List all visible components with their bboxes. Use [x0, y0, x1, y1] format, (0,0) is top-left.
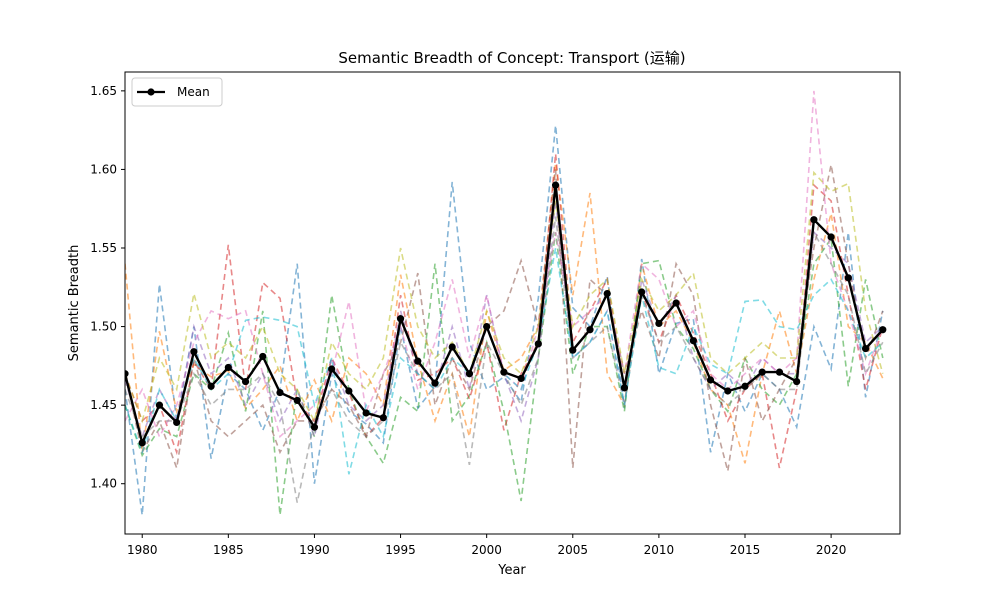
mean-point: [276, 388, 284, 397]
trial-series-line: [125, 90, 884, 439]
y-axis-label: Semantic Breadth: [67, 245, 82, 362]
y-tick-label: 1.60: [90, 162, 117, 176]
chart-title: Semantic Breadth of Concept: Transport (…: [338, 49, 685, 67]
mean-point: [655, 319, 663, 328]
plot-frame: [124, 71, 901, 535]
y-tick-label: 1.65: [90, 84, 117, 98]
mean-point: [586, 326, 594, 334]
mean-point: [328, 365, 336, 373]
mean-point: [310, 423, 319, 431]
mean-point: [500, 368, 508, 376]
series-layer: [125, 90, 887, 516]
mean-point: [259, 352, 267, 361]
mean-point: [190, 348, 198, 356]
mean-point: [741, 382, 749, 390]
x-tick-label: 1995: [385, 543, 416, 557]
mean-point: [689, 337, 697, 345]
trial-series-line: [125, 164, 884, 472]
mean-point: [362, 409, 370, 417]
mean-point: [638, 288, 646, 296]
y-tick-label: 1.50: [90, 320, 117, 334]
mean-point: [517, 374, 525, 383]
mean-point: [465, 370, 474, 378]
mean-point: [173, 418, 181, 427]
y-tick-label: 1.45: [90, 398, 117, 412]
trial-series-line: [125, 153, 884, 469]
mean-point: [483, 322, 491, 331]
mean-point: [396, 315, 405, 323]
series-group: [125, 90, 887, 516]
mean-point: [706, 376, 715, 384]
mean-point: [138, 439, 146, 447]
x-tick-label: 1990: [299, 543, 330, 557]
legend-label-mean: Mean: [177, 85, 210, 99]
mean-point: [241, 377, 250, 386]
mean-point: [551, 181, 560, 189]
mean-point: [603, 289, 611, 298]
mean-point: [379, 414, 387, 422]
mean-point: [724, 387, 732, 395]
x-tick-label: 1980: [127, 543, 158, 557]
trial-series-line: [125, 170, 884, 424]
mean-point: [569, 346, 577, 354]
axes-layer: 1980 1985 1990 1995 2000 2005 2010 2015 2020 1.40…: [90, 84, 846, 557]
y-tick-label: 1.40: [90, 477, 117, 491]
mean-point: [155, 401, 164, 409]
legend-marker-mean: [147, 88, 155, 96]
mean-point: [345, 387, 353, 395]
trial-series-line: [125, 162, 884, 464]
mean-point: [672, 299, 680, 307]
y-tick-label: 1.55: [90, 241, 117, 255]
x-tick-label: 1985: [213, 543, 244, 557]
x-tick-label: 2000: [471, 543, 502, 557]
mean-point: [224, 363, 232, 372]
mean-point: [293, 396, 301, 405]
mean-point: [827, 233, 835, 241]
mean-point: [879, 326, 887, 334]
mean-point: [534, 340, 542, 348]
mean-point: [125, 370, 129, 378]
mean-point: [758, 368, 766, 376]
mean-point: [620, 384, 629, 392]
mean-point: [844, 274, 852, 282]
x-tick-label: 2015: [730, 543, 761, 557]
x-tick-label: 2010: [644, 543, 675, 557]
mean-point: [448, 343, 456, 351]
mean-point: [431, 379, 439, 387]
mean-point: [793, 377, 801, 386]
x-tick-label: 2020: [816, 543, 847, 557]
mean-point: [775, 368, 784, 376]
legend-box: [131, 77, 223, 107]
legend: Mean: [131, 77, 223, 107]
x-axis-label: Year: [497, 563, 526, 578]
mean-point: [414, 357, 422, 365]
mean-point: [207, 382, 215, 390]
mean-point: [861, 344, 870, 353]
trial-series-line: [125, 247, 884, 475]
x-tick-label: 2005: [558, 543, 589, 557]
mean-point: [810, 216, 818, 224]
